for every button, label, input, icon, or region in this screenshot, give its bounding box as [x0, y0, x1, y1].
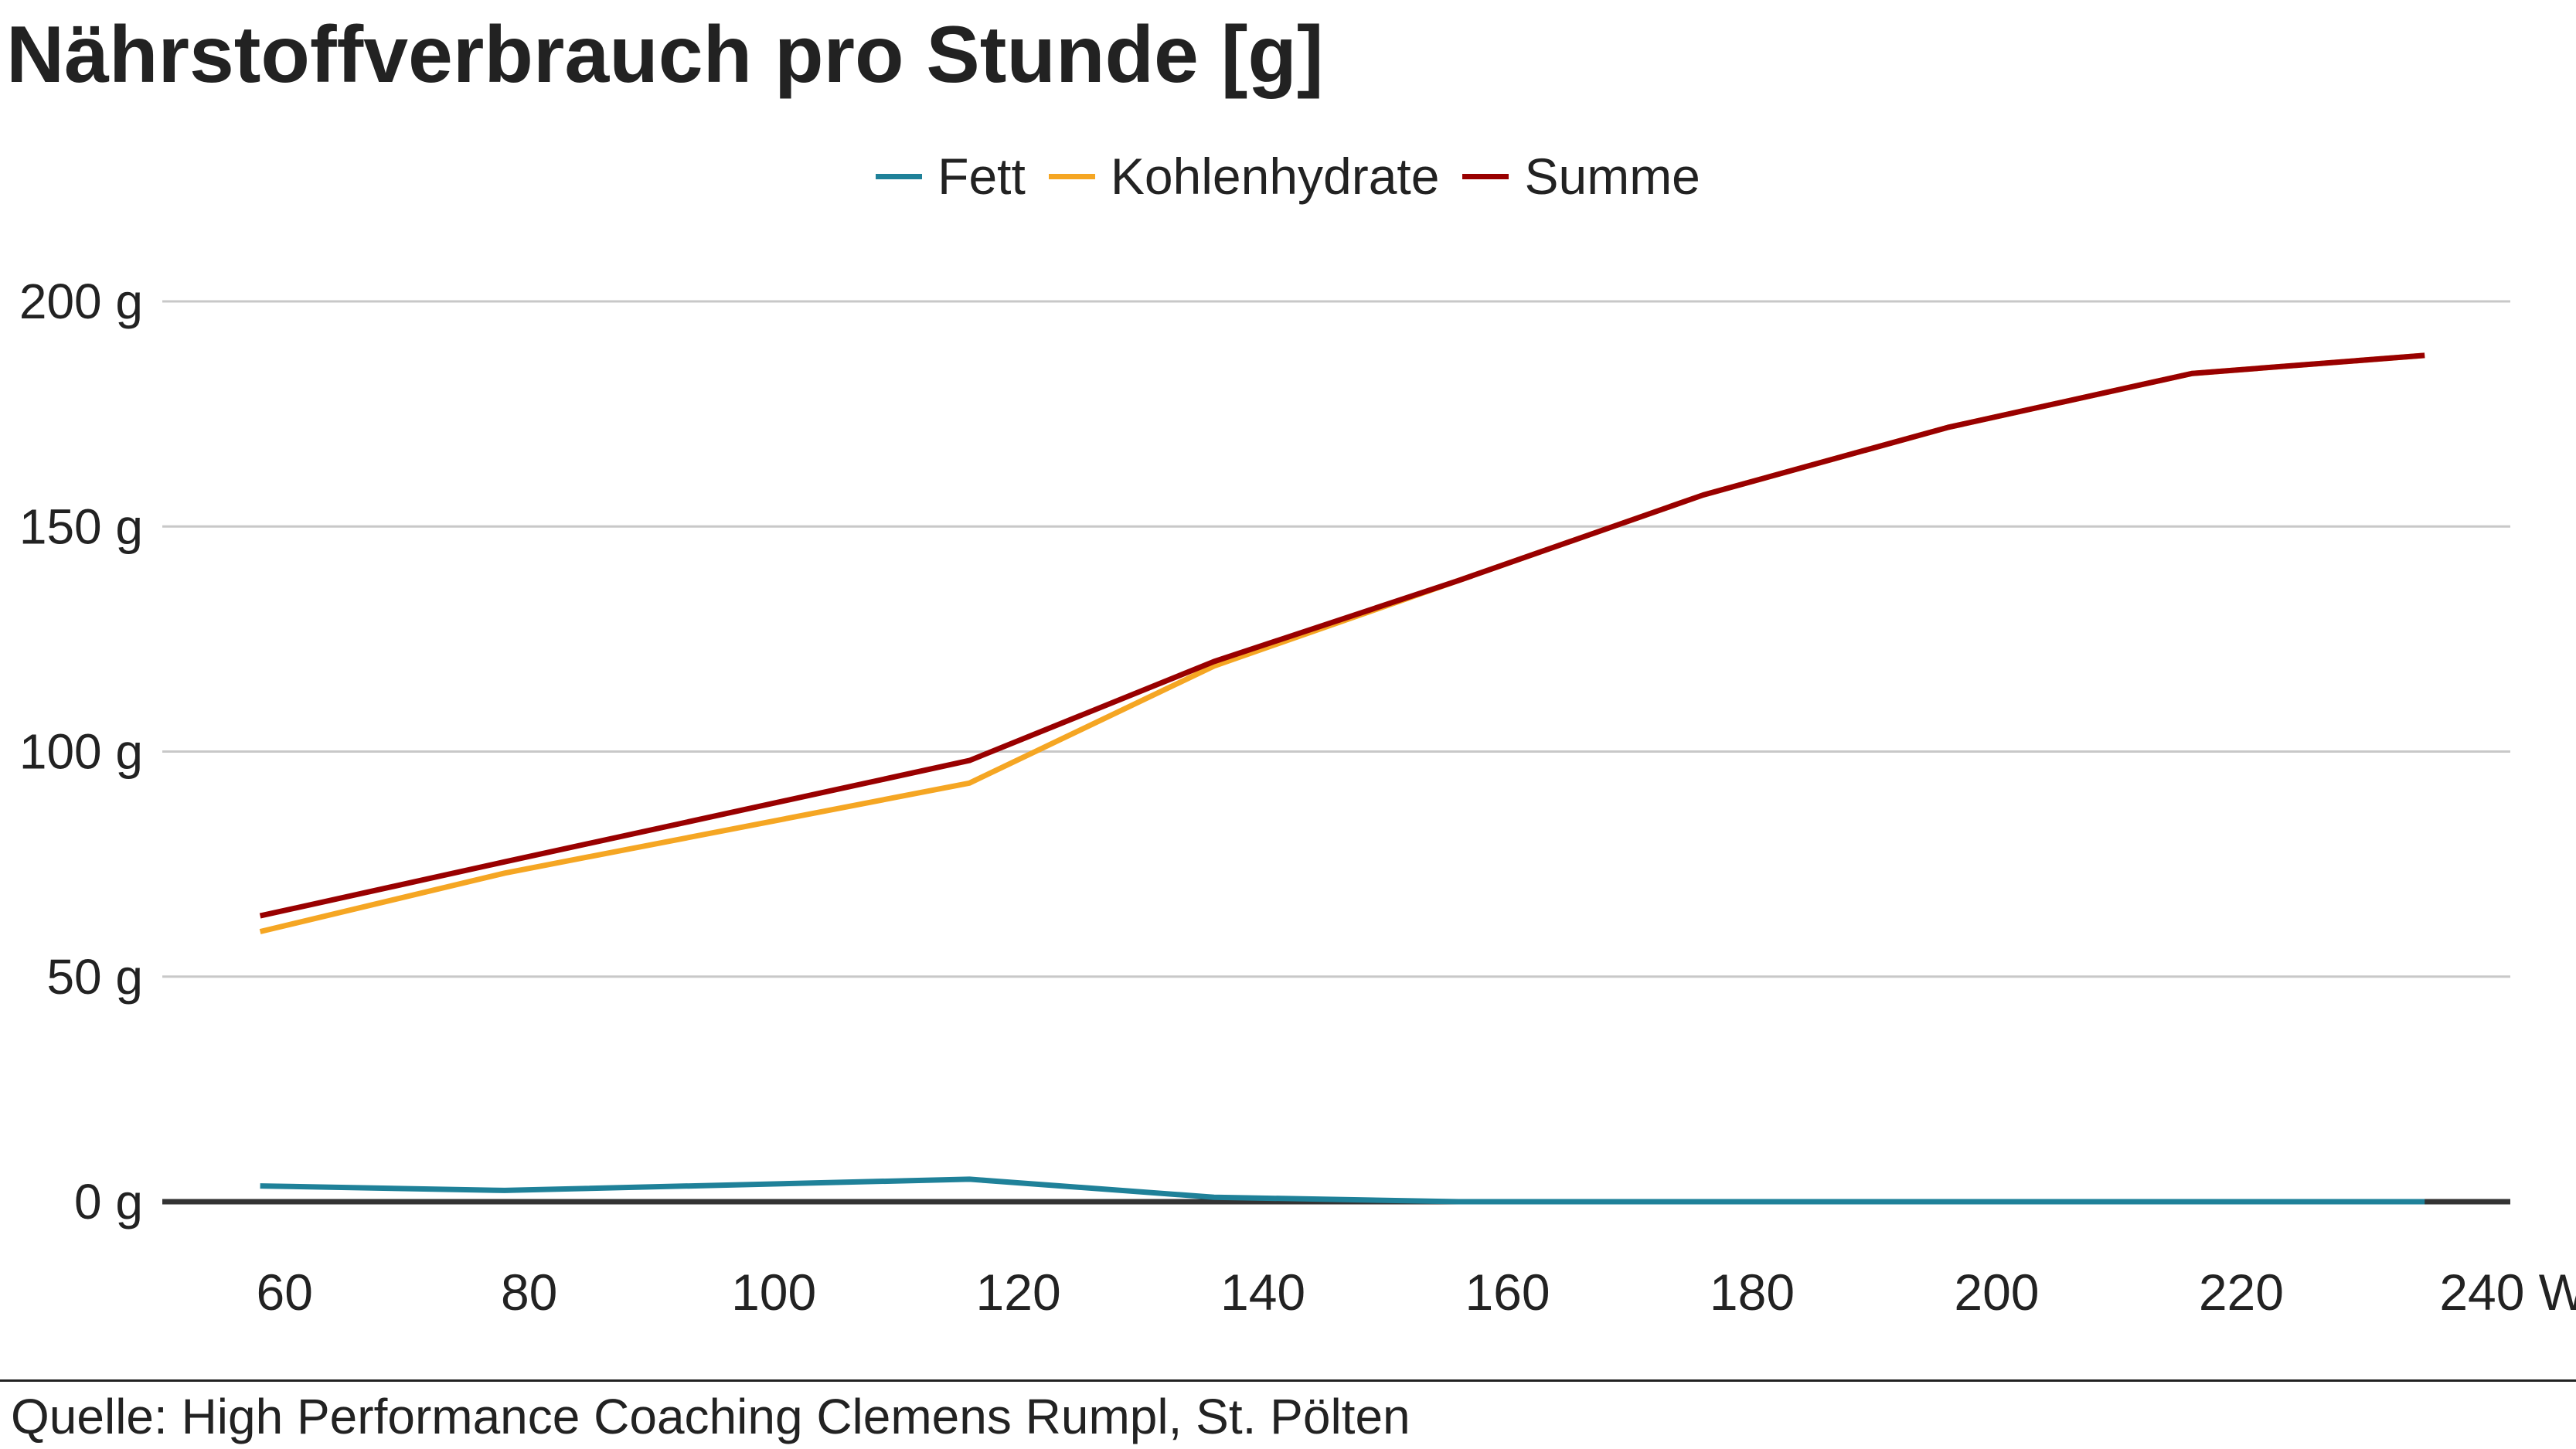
y-tick-label: 150 g	[19, 498, 143, 554]
x-tick-label: 200	[1954, 1264, 2039, 1321]
x-tick-label: 80	[501, 1264, 557, 1321]
legend-swatch-summe	[1462, 173, 1509, 179]
y-tick-label: 100 g	[19, 724, 143, 780]
chart-legend: Fett Kohlenhydrate Summe	[0, 145, 2576, 207]
series-line-summe	[259, 352, 2425, 919]
x-tick-label: 160	[1465, 1264, 1550, 1321]
legend-item-kohlenhydrate: Kohlenhydrate	[1048, 147, 1440, 206]
x-tick-label: 140	[1220, 1264, 1305, 1321]
legend-label-fett: Fett	[938, 148, 1026, 205]
legend-item-summe: Summe	[1462, 147, 1700, 206]
footer-divider	[0, 1379, 2576, 1382]
y-tick-label: 50 g	[46, 949, 143, 1005]
legend-item-fett: Fett	[876, 147, 1026, 206]
x-tick-label: 180	[1710, 1264, 1795, 1321]
series-line-fett	[260, 1176, 2425, 1205]
x-tick-label: 60	[257, 1264, 313, 1321]
y-tick-label: 0 g	[74, 1174, 143, 1230]
x-tick-label: 240 W	[2439, 1264, 2576, 1321]
legend-swatch-kohlenhydrate	[1048, 173, 1095, 179]
x-tick-label: 100	[731, 1264, 816, 1321]
x-tick-label: 220	[2199, 1264, 2284, 1321]
legend-label-summe: Summe	[1524, 148, 1700, 205]
source-note: Quelle: High Performance Coaching Clemen…	[11, 1389, 1411, 1444]
legend-swatch-fett	[876, 173, 923, 179]
legend-label-kohlenhydrate: Kohlenhydrate	[1110, 148, 1440, 205]
chart-title: Nährstoffverbrauch pro Stunde [g]	[6, 10, 1324, 100]
x-tick-label: 120	[976, 1264, 1061, 1321]
y-tick-label: 200 g	[19, 274, 143, 329]
